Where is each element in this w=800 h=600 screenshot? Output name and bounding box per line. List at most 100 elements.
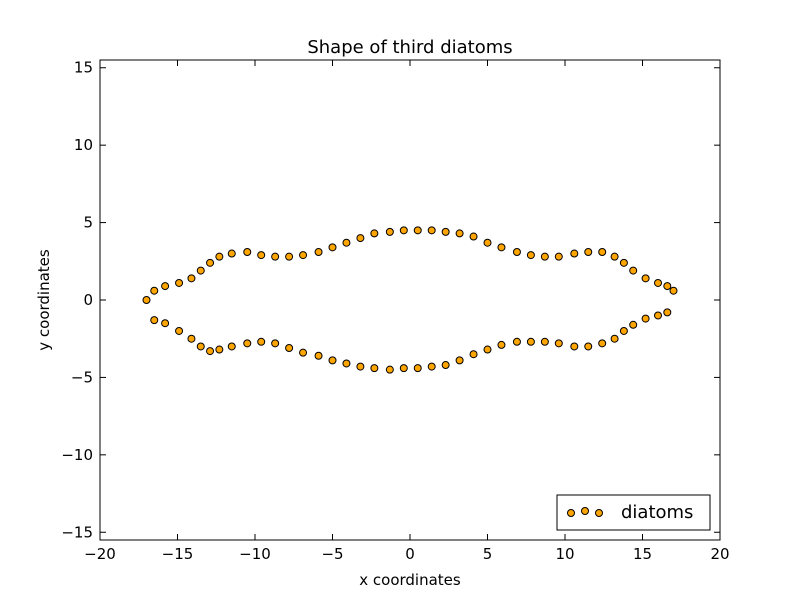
data-point <box>441 361 450 370</box>
data-point <box>427 362 436 371</box>
data-point <box>483 238 492 247</box>
y-tick-label: 10 <box>74 136 93 154</box>
data-point <box>526 337 535 346</box>
x-tick-label: −20 <box>84 545 116 563</box>
data-point <box>455 229 464 238</box>
data-point <box>497 243 506 252</box>
data-point <box>271 339 280 348</box>
data-point <box>427 226 436 235</box>
data-point <box>554 339 563 348</box>
data-point <box>215 345 224 354</box>
y-tick-label: 0 <box>83 291 93 309</box>
data-point <box>526 251 535 260</box>
data-point <box>196 342 205 351</box>
data-point <box>629 320 638 329</box>
legend-marker-dot <box>581 507 589 515</box>
plot-area-frame <box>99 59 721 541</box>
data-point <box>483 345 492 354</box>
data-point <box>271 252 280 261</box>
x-tick-label: −15 <box>162 545 194 563</box>
data-point <box>257 337 266 346</box>
data-point <box>663 308 672 317</box>
x-tick-label: 10 <box>555 545 574 563</box>
data-point <box>342 359 351 368</box>
data-point <box>512 248 521 256</box>
data-point <box>469 232 478 241</box>
data-point <box>629 266 638 275</box>
data-point <box>663 282 672 291</box>
data-point <box>669 286 678 295</box>
data-point <box>654 311 662 320</box>
data-point <box>598 339 607 348</box>
x-axis-title: x coordinates <box>359 571 461 589</box>
data-point <box>641 274 650 283</box>
data-point <box>598 248 607 256</box>
data-point <box>196 266 205 275</box>
data-point <box>187 274 196 283</box>
data-point <box>175 326 184 335</box>
data-point <box>512 337 521 346</box>
data-point <box>161 282 170 291</box>
data-point <box>328 356 337 365</box>
data-point <box>243 339 252 348</box>
x-tick-label: 5 <box>483 545 493 563</box>
data-point <box>570 249 579 258</box>
data-point <box>299 348 308 357</box>
data-point <box>206 347 215 356</box>
data-point <box>610 252 619 261</box>
data-point <box>175 278 184 287</box>
legend-marker-dot <box>595 509 603 517</box>
data-point <box>328 243 337 252</box>
legend: diatoms <box>556 494 711 531</box>
data-point <box>187 334 196 343</box>
y-axis-title: y coordinates <box>35 249 53 351</box>
data-point <box>413 226 422 235</box>
data-point <box>455 356 464 365</box>
data-point <box>370 229 379 238</box>
legend-label: diatoms <box>621 502 693 523</box>
data-point <box>314 351 323 360</box>
x-tick-label: −10 <box>239 545 271 563</box>
data-point <box>161 319 170 328</box>
data-point <box>540 252 549 261</box>
data-point <box>469 350 478 359</box>
data-point <box>619 258 628 267</box>
x-tick-label: 0 <box>405 545 415 563</box>
data-point <box>654 278 662 287</box>
data-point <box>299 251 308 260</box>
data-point <box>399 226 408 235</box>
data-point <box>441 227 450 236</box>
axis-ticks: −20 −15 −10 −5 0 5 10 15 20 −15 −10 −5 0 5 10 15 <box>61 59 729 563</box>
data-point <box>142 296 151 304</box>
data-point <box>243 248 252 256</box>
data-point <box>227 342 236 351</box>
data-point <box>385 365 394 374</box>
data-point <box>356 234 365 243</box>
y-tick-label: −5 <box>71 368 93 386</box>
x-tick-label: −5 <box>321 545 343 563</box>
data-point <box>570 342 579 351</box>
data-point <box>356 362 365 371</box>
data-point <box>540 337 549 346</box>
y-tick-label: −10 <box>61 446 93 464</box>
data-point <box>342 238 351 247</box>
data-point <box>285 252 294 261</box>
chart-title: Shape of third diatoms <box>307 37 512 58</box>
y-tick-label: 5 <box>83 214 93 232</box>
data-point <box>584 342 593 351</box>
data-point <box>206 258 215 267</box>
data-point <box>497 340 506 349</box>
data-point <box>314 248 323 256</box>
data-point <box>584 248 593 256</box>
data-point <box>610 334 619 343</box>
data-point <box>227 249 236 258</box>
data-point <box>150 316 159 325</box>
data-points <box>142 226 678 374</box>
y-tick-label: 15 <box>74 59 93 77</box>
data-point <box>285 344 294 352</box>
data-point <box>554 252 563 261</box>
data-point <box>257 251 266 260</box>
data-point <box>215 252 224 261</box>
x-tick-label: 15 <box>633 545 652 563</box>
